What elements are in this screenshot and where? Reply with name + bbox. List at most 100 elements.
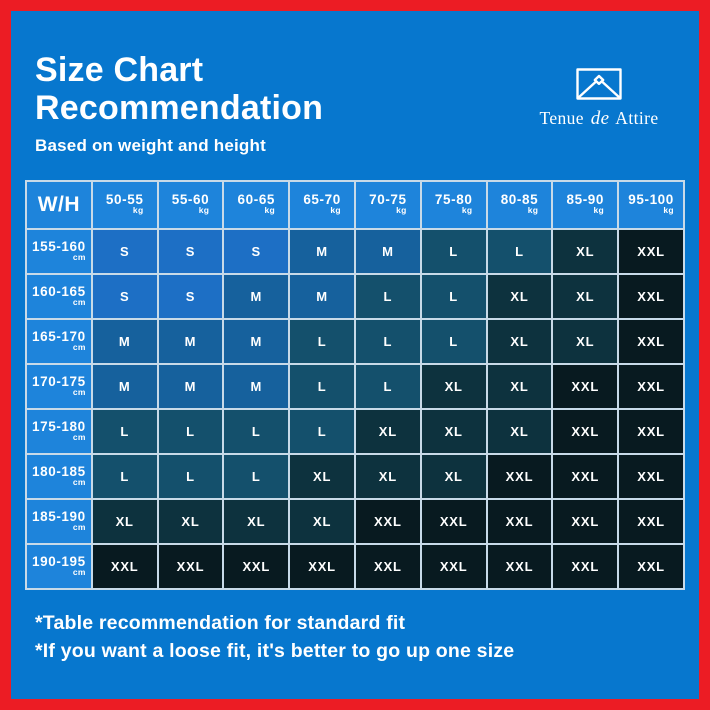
page-title: Size Chart Recommendation bbox=[35, 51, 699, 127]
size-cell: XXL bbox=[551, 363, 620, 411]
size-cell: M bbox=[156, 363, 225, 411]
size-cell: M bbox=[222, 273, 291, 321]
size-cell: XL bbox=[353, 453, 422, 501]
size-cell: XXL bbox=[617, 498, 685, 546]
table-row: 170-175 cm M M M L L XL XL XXL XXL bbox=[25, 363, 685, 411]
height-row-header: 170-175 cm bbox=[25, 363, 93, 411]
size-cell: L bbox=[288, 408, 356, 456]
size-cell: XL bbox=[485, 408, 554, 456]
header-block: Size Chart Recommendation Based on weight… bbox=[11, 11, 699, 156]
size-cell: XL bbox=[485, 273, 554, 321]
footnote-standard-fit: *Table recommendation for standard fit bbox=[35, 612, 406, 635]
brand-word-1: Tenue bbox=[539, 108, 584, 128]
weight-column-header: 80-85 kg bbox=[485, 180, 554, 231]
footnote-loose-fit: *If you want a loose fit, it's better to… bbox=[35, 640, 515, 663]
weight-column-header: 85-90 kg bbox=[551, 180, 620, 231]
table-row: 160-165 cm S S M M L L XL XL XXL bbox=[25, 273, 685, 321]
weight-column-header: 75-80 kg bbox=[419, 180, 488, 231]
size-cell: L bbox=[288, 318, 356, 366]
size-cell: XXL bbox=[485, 453, 554, 501]
height-row-header: 165-170 cm bbox=[25, 318, 93, 366]
size-cell: L bbox=[419, 228, 488, 276]
height-row-header: 180-185 cm bbox=[25, 453, 93, 501]
size-cell: L bbox=[485, 228, 554, 276]
size-cell: M bbox=[90, 318, 159, 366]
brand-logo: Tenue de Attire bbox=[519, 68, 679, 130]
size-cell: L bbox=[156, 408, 225, 456]
size-cell: XL bbox=[156, 498, 225, 546]
table-row: 185-190 cm XL XL XL XL XXL XXL XXL XXL XXL bbox=[25, 498, 685, 546]
header-row: W/H 50-55 kg 55-60 kg 60-65 kg 65-70 kg 70-75 kg 7… bbox=[25, 180, 685, 231]
size-cell: XL bbox=[551, 273, 620, 321]
size-cell: XXL bbox=[419, 543, 488, 591]
size-cell: M bbox=[288, 228, 356, 276]
size-cell: L bbox=[222, 408, 291, 456]
table-row: 175-180 cm L L L L XL XL XL XXL XXL bbox=[25, 408, 685, 456]
size-cell: M bbox=[353, 228, 422, 276]
corner-cell: W/H bbox=[25, 180, 93, 231]
size-cell: S bbox=[156, 228, 225, 276]
table-row: 155-160 cm S S S M M L L XL XXL bbox=[25, 228, 685, 276]
table-row: 190-195 cm XXL XXL XXL XXL XXL XXL XXL XXL XXL bbox=[25, 543, 685, 591]
size-cell: XL bbox=[288, 453, 356, 501]
size-cell: XXL bbox=[617, 228, 685, 276]
size-cell: XXL bbox=[617, 408, 685, 456]
size-cell: M bbox=[90, 363, 159, 411]
size-cell: XXL bbox=[288, 543, 356, 591]
size-cell: XXL bbox=[222, 543, 291, 591]
size-cell: XXL bbox=[617, 273, 685, 321]
size-cell: XXL bbox=[353, 498, 422, 546]
size-cell: XXL bbox=[90, 543, 159, 591]
size-cell: S bbox=[156, 273, 225, 321]
title-line-1: Size Chart bbox=[35, 51, 204, 89]
size-cell: L bbox=[353, 363, 422, 411]
size-cell: XXL bbox=[551, 453, 620, 501]
size-cell: XL bbox=[551, 318, 620, 366]
size-cell: S bbox=[90, 273, 159, 321]
height-row-header: 160-165 cm bbox=[25, 273, 93, 321]
footnotes: *Table recommendation for standard fit *… bbox=[35, 609, 699, 666]
size-cell: XXL bbox=[551, 408, 620, 456]
size-cell: XL bbox=[419, 453, 488, 501]
size-cell: XXL bbox=[485, 543, 554, 591]
size-cell: XL bbox=[353, 408, 422, 456]
size-cell: XXL bbox=[617, 363, 685, 411]
size-cell: XL bbox=[419, 408, 488, 456]
size-cell: L bbox=[90, 408, 159, 456]
size-cell: M bbox=[288, 273, 356, 321]
height-row-header: 185-190 cm bbox=[25, 498, 93, 546]
height-row-header: 155-160 cm bbox=[25, 228, 93, 276]
size-cell: XXL bbox=[551, 543, 620, 591]
size-cell: XL bbox=[419, 363, 488, 411]
size-cell: L bbox=[419, 273, 488, 321]
size-cell: L bbox=[419, 318, 488, 366]
size-cell: XL bbox=[288, 498, 356, 546]
size-cell: M bbox=[222, 363, 291, 411]
size-cell: S bbox=[222, 228, 291, 276]
table-row: 180-185 cm L L L XL XL XL XXL XXL XXL bbox=[25, 453, 685, 501]
weight-column-header: 70-75 kg bbox=[353, 180, 422, 231]
weight-column-header: 65-70 kg bbox=[288, 180, 356, 231]
size-cell: XXL bbox=[485, 498, 554, 546]
weight-column-header: 50-55 kg bbox=[90, 180, 159, 231]
title-line-2: Recommendation bbox=[35, 89, 324, 128]
size-cell: M bbox=[222, 318, 291, 366]
weight-column-header: 55-60 kg bbox=[156, 180, 225, 231]
size-cell: XXL bbox=[617, 543, 685, 591]
size-cell: XXL bbox=[353, 543, 422, 591]
brand-word-3: Attire bbox=[615, 108, 659, 128]
height-row-header: 175-180 cm bbox=[25, 408, 93, 456]
hanger-frame-icon bbox=[576, 68, 622, 100]
weight-column-header: 95-100 kg bbox=[617, 180, 685, 231]
brand-word-2: de bbox=[590, 108, 610, 129]
size-cell: XXL bbox=[419, 498, 488, 546]
size-cell: XL bbox=[485, 318, 554, 366]
size-cell: XXL bbox=[617, 318, 685, 366]
size-cell: XL bbox=[551, 228, 620, 276]
size-cell: L bbox=[222, 453, 291, 501]
size-cell: XXL bbox=[617, 453, 685, 501]
size-cell: XXL bbox=[551, 498, 620, 546]
size-cell: XL bbox=[90, 498, 159, 546]
size-cell: L bbox=[353, 273, 422, 321]
